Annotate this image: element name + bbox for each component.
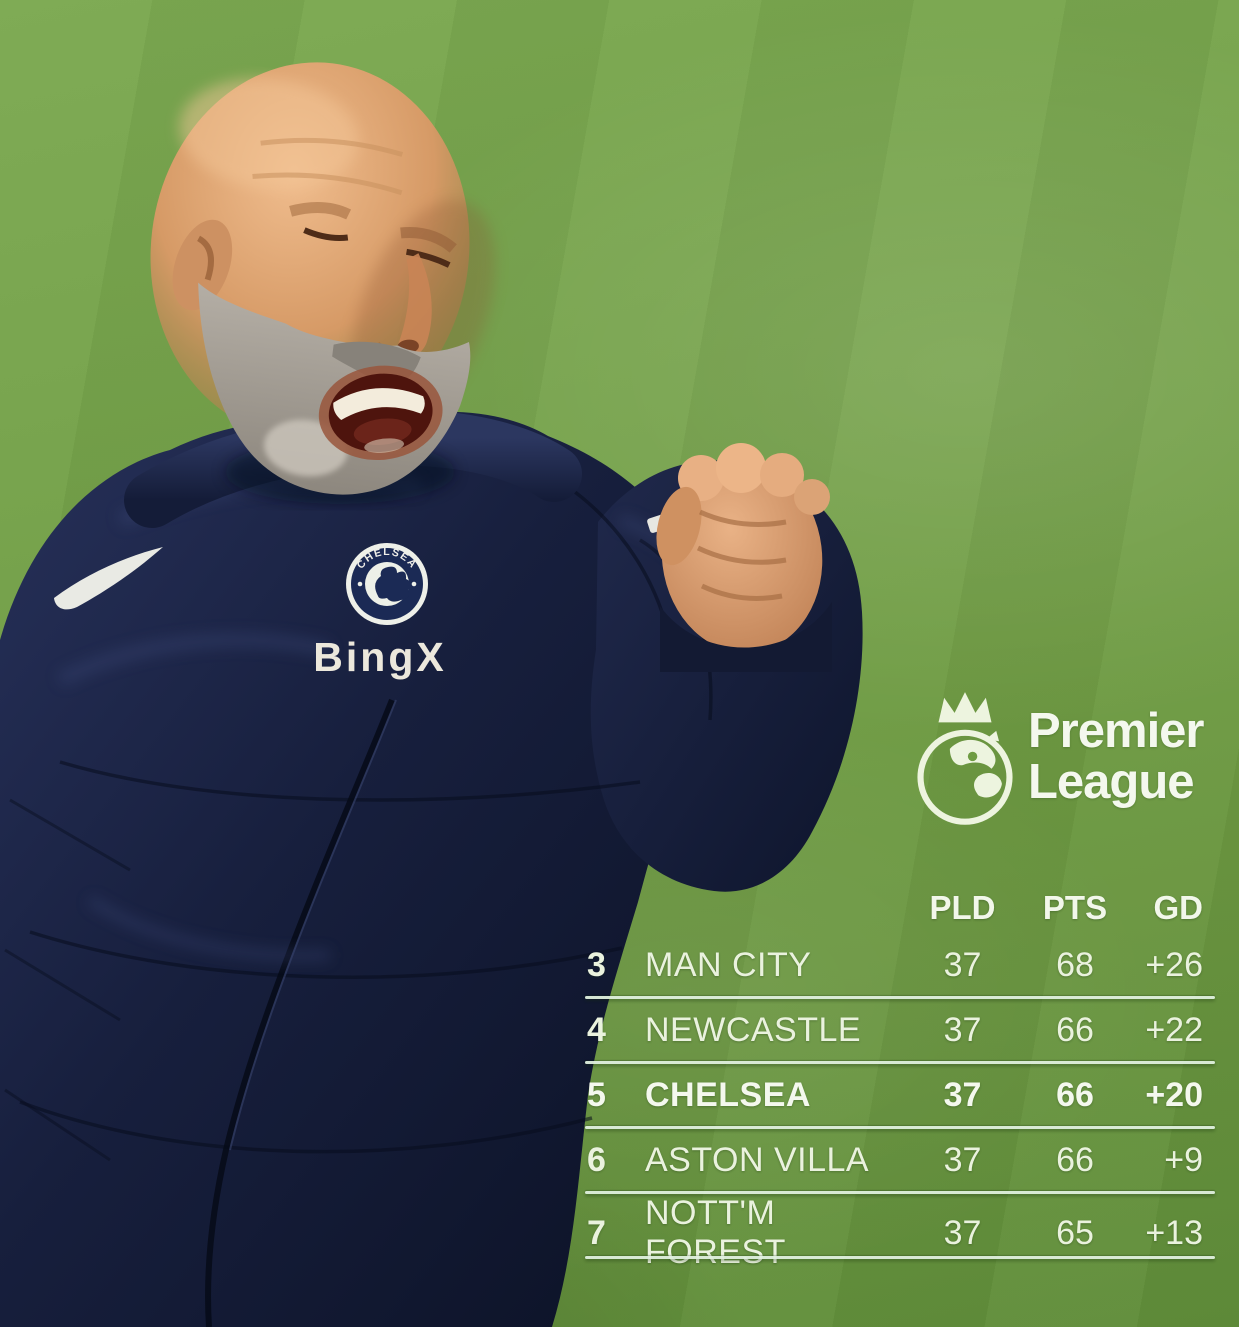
pld-cell: 37	[943, 1213, 982, 1252]
row-divider	[585, 1191, 1215, 1194]
pos-cell: 5	[587, 1075, 606, 1114]
pos-cell: 6	[587, 1140, 606, 1179]
table-row: 6 ASTON VILLA 37 66 +9	[585, 1129, 1215, 1191]
team-cell: CHELSEA	[645, 1075, 811, 1114]
chelsea-badge-icon: CHELSEA	[346, 543, 428, 625]
pld-cell: 37	[943, 1140, 982, 1179]
gd-cell: +9	[1164, 1140, 1203, 1179]
pld-cell: 37	[943, 945, 982, 984]
league-title-line2: League	[1028, 755, 1195, 809]
league-title-line1: Premier	[1028, 704, 1205, 758]
pts-cell: 66	[1056, 1140, 1094, 1179]
ear	[172, 219, 233, 311]
team-cell: MAN CITY	[645, 945, 812, 984]
pld-cell: 37	[943, 1010, 982, 1049]
head	[150, 62, 496, 495]
gd-cell: +20	[1145, 1075, 1203, 1114]
premier-league-lion-icon	[917, 692, 1013, 825]
team-cell: NEWCASTLE	[645, 1010, 862, 1049]
open-mouth	[318, 365, 443, 461]
row-divider	[585, 1256, 1215, 1259]
row-divider	[585, 1126, 1215, 1129]
pts-cell: 66	[1056, 1010, 1094, 1049]
table-header-row: PLD PTS GD	[585, 882, 1215, 934]
zipper	[205, 698, 395, 1327]
header-gd: GD	[1153, 889, 1204, 926]
table-row: 7 NOTT'M FOREST 37 65 +13	[585, 1194, 1215, 1271]
gd-cell: +13	[1145, 1213, 1203, 1252]
pos-cell: 7	[587, 1213, 606, 1252]
pld-cell: 37	[943, 1075, 982, 1114]
standings-table: PLD PTS GD 3 MAN CITY 37 68 +26 4 NEWCAS…	[585, 882, 1215, 1271]
row-divider	[585, 996, 1215, 999]
team-cell: ASTON VILLA	[645, 1140, 870, 1179]
league-title: Premier League	[1028, 704, 1205, 809]
sponsor-text: BingX	[313, 634, 446, 680]
pos-cell: 4	[587, 1010, 606, 1049]
team-cell: NOTT'M FOREST	[645, 1194, 786, 1271]
gd-cell: +26	[1145, 945, 1203, 984]
table-row-highlighted: 5 CHELSEA 37 66 +20	[585, 1064, 1215, 1126]
pts-cell: 65	[1056, 1213, 1094, 1252]
header-pts: PTS	[1042, 889, 1108, 926]
table-row: 4 NEWCASTLE 37 66 +22	[585, 999, 1215, 1061]
gd-cell: +22	[1145, 1010, 1203, 1049]
header-pld: PLD	[929, 889, 996, 926]
pts-cell: 66	[1056, 1075, 1094, 1114]
nike-swoosh-icon	[54, 547, 163, 610]
raised-fist	[656, 443, 832, 672]
pos-cell: 3	[587, 945, 606, 984]
table-row: 3 MAN CITY 37 68 +26	[585, 934, 1215, 996]
pts-cell: 68	[1056, 945, 1094, 984]
row-divider	[585, 1061, 1215, 1064]
